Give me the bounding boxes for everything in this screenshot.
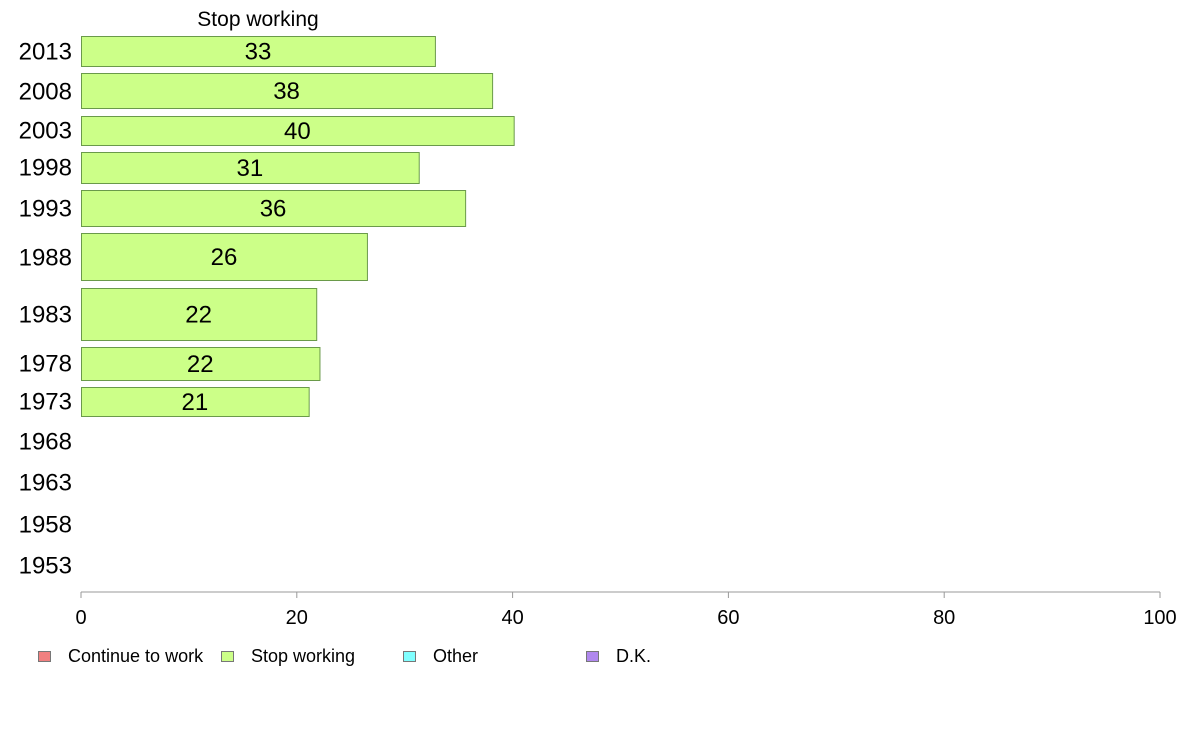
bar-2003	[81, 116, 515, 146]
legend-item: Stop working	[221, 646, 355, 667]
category-label-1953: 1953	[19, 553, 72, 580]
data-label-2008: 38	[273, 78, 300, 105]
bar-1988	[81, 233, 368, 281]
x-axis-ticks: 0 20 40 60 80 100	[75, 592, 1177, 629]
legend-swatch	[403, 651, 416, 662]
data-label-1993: 36	[260, 196, 287, 223]
category-label-1958: 1958	[19, 512, 72, 539]
category-label-1978: 1978	[19, 351, 72, 378]
x-tick-label-60: 60	[717, 607, 739, 629]
legend-swatch	[38, 651, 51, 662]
data-label-2003: 40	[284, 118, 311, 145]
x-tick-label-80: 80	[933, 607, 955, 629]
legend-item: D.K.	[586, 646, 651, 667]
category-label-1983: 1983	[19, 302, 72, 329]
chart-title: Stop working	[197, 8, 318, 31]
bar-1993	[81, 190, 467, 227]
data-label-1973: 21	[181, 389, 208, 416]
legend-swatch	[221, 651, 234, 662]
legend-label: D.K.	[616, 646, 652, 666]
category-label-1998: 1998	[19, 155, 72, 182]
x-tick-label-40: 40	[501, 607, 523, 629]
legend-item: Continue to work	[38, 646, 203, 667]
data-label-1983: 22	[185, 302, 212, 329]
data-label-1978: 22	[187, 351, 214, 378]
data-label-2013: 33	[245, 39, 272, 66]
legend-swatch	[586, 651, 599, 662]
category-label-2013: 2013	[19, 39, 72, 66]
legend-label: Stop working	[251, 646, 356, 666]
legend-label: Other	[433, 646, 479, 666]
legend-item: Other	[403, 646, 478, 667]
data-label-1988: 26	[211, 244, 238, 271]
legend-label: Continue to work	[68, 646, 204, 666]
bar-2013	[81, 36, 436, 67]
bar-1998	[81, 152, 420, 184]
category-label-2003: 2003	[19, 118, 72, 145]
bar-1983	[81, 288, 318, 341]
category-label-1988: 1988	[19, 245, 72, 272]
x-tick-label-0: 0	[75, 607, 86, 629]
data-label-1998: 31	[237, 155, 264, 182]
category-label-2008: 2008	[19, 79, 72, 106]
bar-1978	[81, 347, 321, 381]
category-label-1973: 1973	[19, 389, 72, 416]
category-labels: 2013 2008 2003 1998 1993 1988 1983 1978 1973 1968…	[19, 39, 72, 580]
x-tick-label-20: 20	[286, 607, 308, 629]
category-label-1968: 1968	[19, 429, 72, 456]
category-label-1993: 1993	[19, 196, 72, 223]
category-label-1963: 1963	[19, 470, 72, 497]
bar-1973	[81, 387, 310, 417]
bar-2008	[81, 73, 494, 109]
x-tick-label-100: 100	[1143, 607, 1176, 629]
